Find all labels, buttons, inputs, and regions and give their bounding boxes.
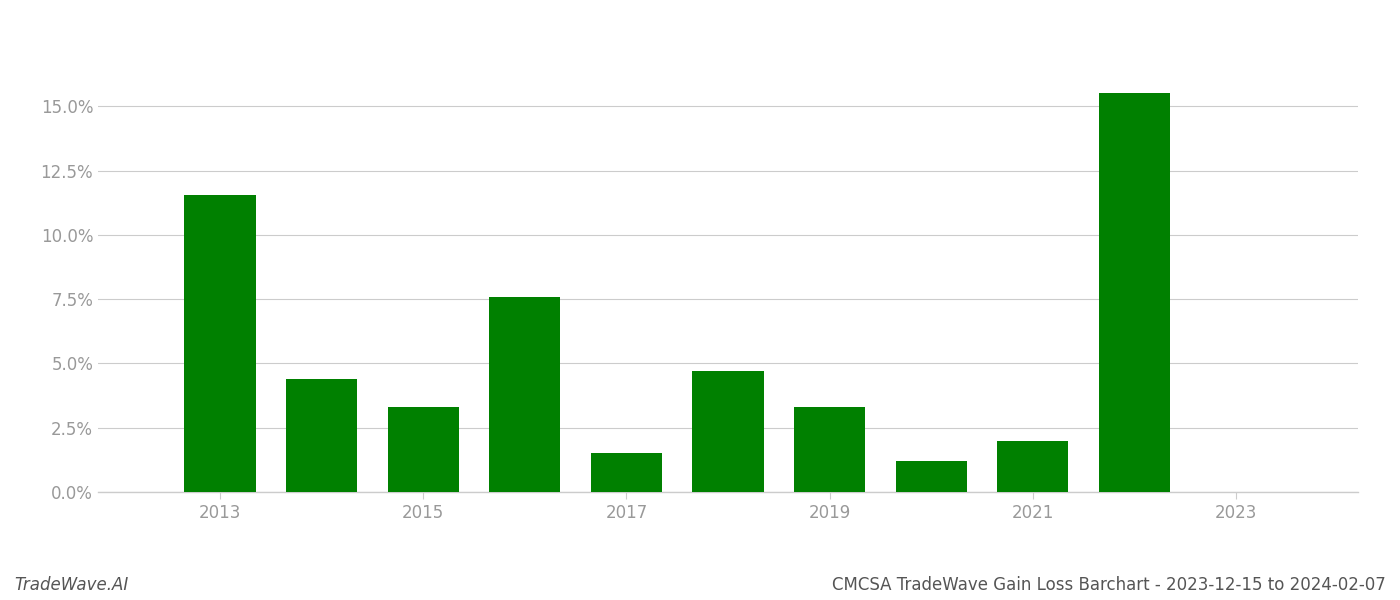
Bar	[997, 440, 1068, 492]
Text: TradeWave.AI: TradeWave.AI	[14, 576, 129, 594]
Bar	[1099, 94, 1170, 492]
Bar	[896, 461, 967, 492]
Bar	[185, 195, 256, 492]
Bar	[286, 379, 357, 492]
Bar	[693, 371, 763, 492]
Bar	[794, 407, 865, 492]
Text: CMCSA TradeWave Gain Loss Barchart - 2023-12-15 to 2024-02-07: CMCSA TradeWave Gain Loss Barchart - 202…	[832, 576, 1386, 594]
Bar	[489, 296, 560, 492]
Bar	[388, 407, 459, 492]
Bar	[591, 454, 662, 492]
